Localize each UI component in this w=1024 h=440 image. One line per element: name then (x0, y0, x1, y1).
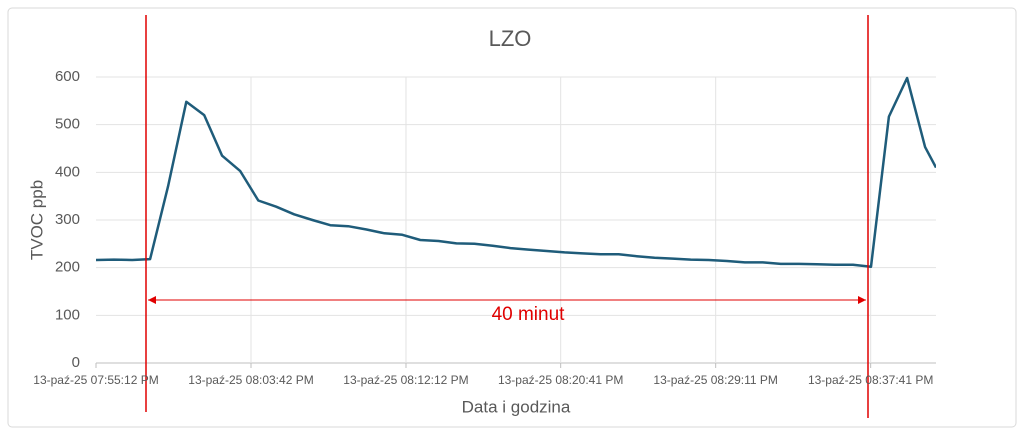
y-tick-label: 0 (72, 354, 80, 371)
y-tick-label: 100 (55, 306, 80, 323)
x-tick-label: 13-paź-25 07:55:12 PM (33, 373, 158, 387)
x-axis-label: Data i godzina (462, 397, 571, 416)
chart-title: LZO (489, 26, 532, 51)
y-tick-label: 500 (55, 116, 80, 133)
chart-frame (7, 7, 1017, 428)
y-axis-label: TVOC ppb (27, 180, 46, 260)
x-tick-label: 13-paź-25 08:12:12 PM (343, 373, 468, 387)
annotation: 40 minut (492, 304, 566, 325)
data-line (96, 76, 936, 268)
y-tick-label: 400 (55, 163, 80, 180)
y-tick-label: 600 (55, 68, 80, 85)
x-tick-label: 13-paź-25 08:37:41 PM (808, 373, 933, 387)
x-tick-label: 13-paź-25 08:03:42 PM (188, 373, 313, 387)
x-tick-label: 13-paź-25 08:29:11 PM (653, 373, 778, 387)
y-tick-label: 300 (55, 211, 80, 228)
x-tick-label: 13-paź-25 08:20:41 PM (498, 373, 623, 387)
y-tick-label: 200 (55, 259, 80, 276)
